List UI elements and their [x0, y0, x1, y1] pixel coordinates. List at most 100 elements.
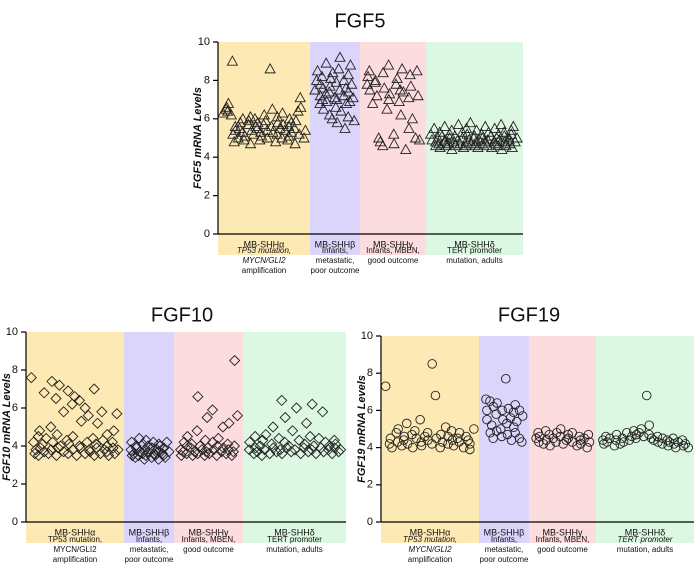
data-point: [338, 89, 350, 101]
data-point: [430, 390, 441, 401]
data-point: [506, 141, 518, 153]
data-point: [446, 143, 458, 154]
data-point: [371, 89, 383, 101]
data-point: [136, 447, 149, 460]
data-point: [475, 128, 488, 139]
group-description: Infants, MBEN,: [366, 246, 420, 255]
data-point: [517, 437, 527, 447]
data-point: [631, 429, 642, 440]
data-point: [401, 418, 412, 429]
data-point: [276, 394, 288, 407]
data-point: [270, 446, 283, 458]
data-point: [394, 84, 406, 95]
data-point: [339, 122, 351, 133]
data-point: [382, 59, 395, 70]
data-point: [108, 425, 120, 437]
y-tick-label: 0: [367, 516, 373, 528]
data-point: [574, 431, 585, 442]
data-point: [96, 406, 108, 418]
data-point: [391, 72, 403, 83]
data-point: [229, 354, 241, 367]
data-point: [481, 133, 494, 145]
data-point: [440, 139, 452, 151]
data-point: [288, 122, 301, 133]
data-point: [212, 432, 224, 445]
data-point: [496, 143, 508, 154]
data-point: [79, 447, 91, 460]
data-point: [439, 133, 451, 145]
data-point: [158, 442, 170, 454]
data-point: [139, 444, 151, 456]
y-tick-label: 2: [12, 478, 18, 490]
data-point: [142, 440, 154, 452]
data-point: [465, 439, 475, 449]
group-description: amplification: [53, 555, 97, 564]
data-point: [448, 135, 460, 147]
data-point: [388, 137, 400, 149]
data-point: [300, 417, 313, 429]
data-point: [111, 408, 123, 420]
data-point: [274, 122, 286, 133]
data-point: [469, 139, 481, 151]
data-point: [222, 97, 235, 108]
data-point: [201, 411, 213, 424]
data-point: [584, 437, 595, 447]
data-point: [103, 449, 115, 462]
data-point: [298, 438, 311, 450]
data-point: [583, 429, 594, 440]
data-point: [191, 425, 203, 437]
data-point: [266, 103, 279, 114]
data-point: [644, 420, 654, 431]
data-point: [229, 124, 242, 135]
data-point: [534, 437, 544, 447]
data-point: [443, 132, 456, 143]
data-point: [257, 434, 269, 446]
data-point: [683, 442, 693, 453]
data-point: [46, 436, 59, 448]
group-background: [310, 42, 360, 255]
data-point: [641, 390, 652, 401]
data-point: [465, 444, 475, 455]
data-point: [500, 139, 512, 151]
data-point: [267, 421, 279, 433]
data-point: [211, 449, 223, 462]
y-tick-label: 6: [12, 402, 18, 414]
data-point: [369, 74, 382, 85]
data-point: [238, 133, 250, 145]
group-background: [479, 336, 529, 543]
y-tick-label: 10: [361, 330, 373, 342]
data-point: [62, 385, 74, 397]
data-point: [73, 440, 86, 452]
data-point: [511, 132, 523, 143]
data-point: [454, 437, 464, 447]
data-point: [329, 438, 342, 450]
data-point: [227, 446, 239, 458]
data-point: [276, 132, 288, 143]
data-point: [36, 438, 49, 450]
data-point: [281, 133, 294, 145]
group-description: poor outcome: [311, 266, 360, 275]
data-point: [316, 70, 328, 82]
data-point: [231, 409, 244, 422]
group-description: TERT promoter: [447, 246, 502, 255]
data-point: [45, 421, 57, 433]
group-description: Infants, MBEN,: [536, 535, 590, 544]
data-point: [406, 112, 419, 124]
data-point: [396, 62, 408, 74]
data-point: [328, 91, 341, 103]
group-description: Infants,: [491, 535, 517, 544]
data-point: [45, 444, 57, 456]
data-point: [378, 82, 390, 93]
data-point: [482, 414, 492, 425]
data-point: [412, 89, 424, 101]
y-tick-label: 2: [367, 479, 373, 491]
data-point: [220, 447, 232, 460]
data-point: [541, 435, 552, 445]
data-point: [390, 78, 402, 89]
data-point: [310, 74, 323, 85]
group-description: TERT promoter: [618, 535, 673, 544]
group-description: metastatic,: [130, 545, 169, 554]
data-point: [361, 78, 373, 89]
group-description: TP53 mutation,: [48, 535, 102, 544]
